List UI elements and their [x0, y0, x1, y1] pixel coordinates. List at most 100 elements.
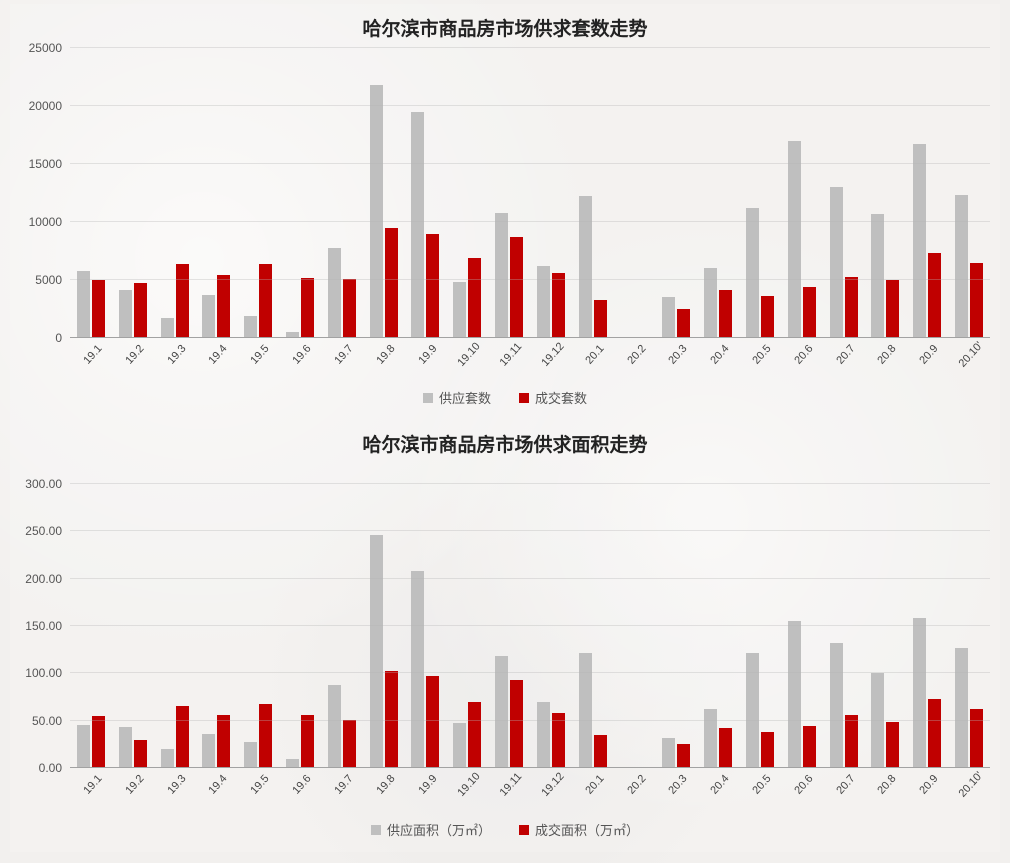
chart2-gridline [70, 530, 990, 531]
chart1-gridline [70, 105, 990, 106]
chart1-bar [426, 234, 439, 338]
chart2-ytick: 250.00 [10, 524, 62, 538]
chart2-legend-swatch [371, 825, 381, 835]
chart2-bar-group [279, 484, 321, 768]
chart1-xlabel: 20.10' [953, 335, 1010, 393]
chart2-bar [217, 715, 230, 768]
chart1-bar [552, 273, 565, 338]
chart2-bar [411, 571, 424, 768]
chart2-bar [928, 699, 941, 768]
chart2-bar-group [363, 484, 405, 768]
chart2-bar [176, 706, 189, 768]
chart1-bar [913, 144, 926, 338]
chart1-bar-group [154, 48, 196, 338]
chart1-bar [259, 264, 272, 338]
chart1-bar-group [906, 48, 948, 338]
chart1-bars [70, 48, 990, 338]
chart1-bar [161, 318, 174, 338]
chart1-bar [761, 296, 774, 338]
chart2-bar-group [948, 484, 990, 768]
chart1-x-axis: 19.119.219.319.419.519.619.719.819.919.1… [70, 342, 990, 382]
chart1-bar [453, 282, 466, 338]
chart1-bar [176, 264, 189, 338]
chart2-legend-item: 成交面积（万㎡） [519, 820, 639, 839]
chart1-bar [579, 196, 592, 338]
chart2-bar [301, 715, 314, 768]
chart2-bar [594, 735, 607, 768]
chart2-ytick: 100.00 [10, 666, 62, 680]
chart2-bar [913, 618, 926, 768]
chart1-bar [244, 316, 257, 338]
chart2-plot: 0.0050.00100.00150.00200.00250.00300.00 [10, 484, 1000, 768]
chart1-ytick: 5000 [10, 273, 62, 287]
chart2-bar [453, 723, 466, 768]
chart2-bar-group [70, 484, 112, 768]
chart1-bar-group [237, 48, 279, 338]
chart1-bar [719, 290, 732, 338]
chart2-bar [134, 740, 147, 768]
chart1-bar-group [948, 48, 990, 338]
chart1-bar-group [864, 48, 906, 338]
chart2-bar-group [112, 484, 154, 768]
chart2-bar [328, 685, 341, 768]
chart1-bar [202, 295, 215, 338]
chart2-bar [579, 653, 592, 768]
chart1-bar [955, 195, 968, 338]
chart1-legend-swatch [519, 393, 529, 403]
chart2-bar [119, 727, 132, 768]
chart1-legend-label: 供应套数 [439, 388, 491, 407]
chart2-bar [468, 702, 481, 768]
chart2-ytick: 50.00 [10, 714, 62, 728]
chart1-bar-group [488, 48, 530, 338]
chart2-bar-group [823, 484, 865, 768]
chart2-bar [537, 702, 550, 768]
chart2-bar-group [321, 484, 363, 768]
chart1-bar [411, 112, 424, 338]
chart1-bar [92, 280, 105, 338]
chart1-bar [845, 277, 858, 338]
chart1-bar [370, 85, 383, 338]
chart2-bar-group [530, 484, 572, 768]
chart2-bar [343, 720, 356, 768]
chart2-bar-group [739, 484, 781, 768]
chart1-bar [77, 271, 90, 338]
chart1-bar-group [195, 48, 237, 338]
chart2-ytick: 300.00 [10, 477, 62, 491]
chart1-bar [662, 297, 675, 338]
chart2-bar [788, 621, 801, 768]
chart2-bar-group [195, 484, 237, 768]
chart1-ytick: 0 [10, 331, 62, 345]
chart1-bar-group [614, 48, 656, 338]
chart2-gridline [70, 625, 990, 626]
chart1-y-axis: 0500010000150002000025000 [10, 48, 70, 338]
chart1-ytick: 10000 [10, 215, 62, 229]
chart2-legend-label: 成交面积（万㎡） [535, 820, 639, 839]
chart2-bar [845, 715, 858, 768]
chart2-bar [370, 535, 383, 768]
chart2-gridline [70, 578, 990, 579]
chart1-legend: 供应套数 成交套数 [10, 388, 1000, 407]
chart2-bar [719, 728, 732, 768]
chart2-bar [677, 744, 690, 768]
chart1-bar [886, 280, 899, 338]
chart1-ytick: 15000 [10, 157, 62, 171]
chart2-bar [830, 643, 843, 768]
chart1-bar-group [363, 48, 405, 338]
chart1-bar-group [321, 48, 363, 338]
chart1-bar [928, 253, 941, 338]
chart2-bar [161, 749, 174, 768]
chart2-ytick: 200.00 [10, 572, 62, 586]
chart1-bar [871, 214, 884, 338]
chart2-bar [886, 722, 899, 768]
chart1-title: 哈尔滨市商品房市场供求套数走势 [10, 4, 1000, 41]
chart2-bar [704, 709, 717, 768]
chart1-legend-label: 成交套数 [535, 388, 587, 407]
chart2-bar-group [614, 484, 656, 768]
chart1-bar [468, 258, 481, 338]
chart1-legend-swatch [423, 393, 433, 403]
chart1-bar [385, 228, 398, 338]
chart2-bar-group [446, 484, 488, 768]
chart1-bar [537, 266, 550, 338]
chart1-bar [301, 278, 314, 338]
chart1-bar-group [279, 48, 321, 338]
